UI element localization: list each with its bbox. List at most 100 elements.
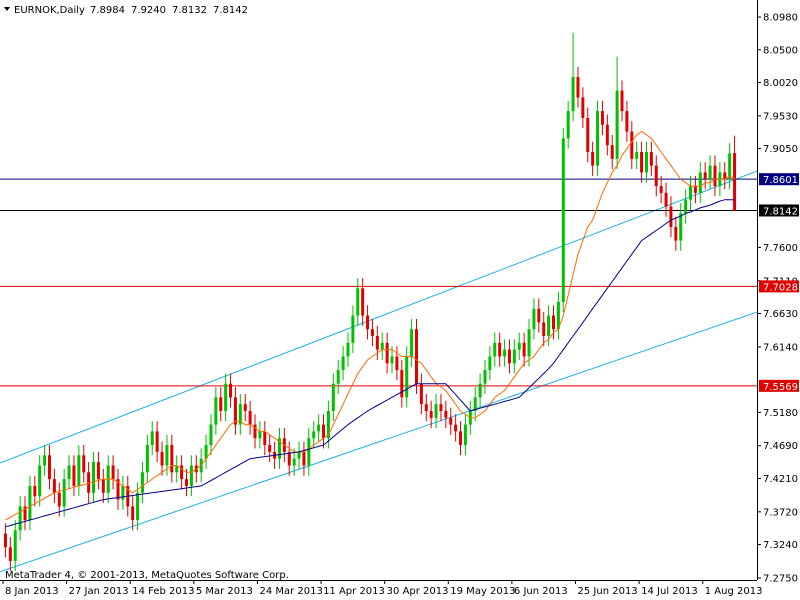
candle-body xyxy=(87,472,91,493)
candle-body xyxy=(175,465,179,473)
candle-body xyxy=(625,111,629,132)
y-tick-label: 7.2750 xyxy=(763,573,798,584)
candle-body xyxy=(312,431,316,439)
plot-area xyxy=(0,32,757,573)
candle-body xyxy=(380,342,384,350)
candle-body xyxy=(591,151,595,166)
candle-body xyxy=(463,424,467,446)
candle-body xyxy=(498,342,502,357)
menu-arrow[interactable] xyxy=(4,7,10,11)
candle-body xyxy=(116,479,120,500)
candle-body xyxy=(605,124,609,146)
candle-body xyxy=(454,424,458,432)
candle-body xyxy=(424,404,428,411)
candle-body xyxy=(620,90,624,112)
candle-body xyxy=(414,329,418,384)
candle-body xyxy=(552,315,555,330)
candle-body xyxy=(708,165,712,180)
candle-body xyxy=(248,410,252,425)
candle-body xyxy=(18,506,22,531)
price-label-box xyxy=(759,204,799,217)
x-tick-label: 8 Jan 2013 xyxy=(5,586,59,597)
candle-body xyxy=(586,117,590,152)
price-label: 7.8142 xyxy=(763,206,798,217)
candle-body xyxy=(351,315,355,343)
candle-body xyxy=(277,438,281,459)
candle-body xyxy=(429,410,433,418)
moving-average xyxy=(5,130,735,521)
x-tick-label: 14 Feb 2013 xyxy=(132,586,194,597)
candle-body xyxy=(140,472,144,493)
candle-body xyxy=(165,445,169,466)
candle-body xyxy=(101,479,105,493)
candle-body xyxy=(13,530,17,561)
price-label: 7.8601 xyxy=(763,175,798,186)
candle-body xyxy=(503,349,507,357)
candle-body xyxy=(317,424,321,432)
header-value: 7.9240 xyxy=(131,5,166,16)
candle-body xyxy=(263,431,267,446)
x-tick-label: 1 Aug 2013 xyxy=(705,586,763,597)
candle-body xyxy=(576,77,580,98)
candle-body xyxy=(527,329,531,357)
x-tick-label: 25 Jun 2013 xyxy=(578,586,638,597)
candle-body xyxy=(307,438,311,466)
header-value: 7.8984 xyxy=(90,5,125,16)
candle-body xyxy=(566,111,570,139)
candle-body xyxy=(542,322,546,337)
x-tick-label: 24 Mar 2013 xyxy=(259,586,322,597)
candle-body xyxy=(121,485,125,500)
candle-body xyxy=(561,138,565,302)
price-label-box xyxy=(759,280,799,293)
y-tick-label: 7.4690 xyxy=(763,441,798,452)
candle-body xyxy=(630,131,634,159)
candle-body xyxy=(243,404,247,411)
candle-body xyxy=(473,397,477,411)
x-tick-label: 6 Jun 2013 xyxy=(514,586,568,597)
candle-body xyxy=(370,329,374,337)
x-tick-label: 19 May 2013 xyxy=(450,586,515,597)
candle-body xyxy=(189,465,193,486)
candle-body xyxy=(229,383,233,398)
candle-body xyxy=(674,226,678,241)
candle-body xyxy=(615,90,619,159)
y-tick-label: 7.7600 xyxy=(763,243,798,254)
candle-body xyxy=(713,165,717,187)
candle-body xyxy=(419,383,423,405)
candle-body xyxy=(547,315,551,337)
candle-body xyxy=(292,458,296,466)
candle-body xyxy=(635,151,639,159)
candle-body xyxy=(654,165,658,187)
x-tick-label: 27 Jan 2013 xyxy=(69,586,129,597)
candle-body xyxy=(405,356,409,398)
candle-body xyxy=(52,479,56,493)
candle-body xyxy=(297,451,301,459)
candle-body xyxy=(185,479,188,486)
candle-body xyxy=(258,431,262,439)
candle-body xyxy=(238,404,242,425)
trendline xyxy=(0,170,757,464)
axes: 8.09808.05008.00207.95307.90507.76007.71… xyxy=(2,13,799,597)
candle-body xyxy=(38,465,42,497)
candle-body xyxy=(96,462,100,480)
candle-body xyxy=(537,308,541,323)
x-tick-label: 11 Apr 2013 xyxy=(323,586,385,597)
candle-body xyxy=(449,417,453,425)
candle-body xyxy=(522,342,526,357)
candle-body xyxy=(459,431,463,446)
candle-body xyxy=(268,445,272,452)
candle-body xyxy=(155,431,159,452)
candle-body xyxy=(150,431,154,446)
header-values: 7.8984 7.9240 7.8132 7.8142 xyxy=(90,5,248,16)
x-tick-label: 30 Apr 2013 xyxy=(387,586,449,597)
candle-body xyxy=(703,172,707,180)
footer: MetaTrader 4, © 2001-2013, MetaQuotes So… xyxy=(5,570,289,581)
candle-body xyxy=(92,462,96,493)
y-tick-label: 7.6630 xyxy=(763,309,798,320)
candle-body xyxy=(659,186,663,193)
candle-body xyxy=(131,506,135,521)
y-tick-label: 7.9050 xyxy=(763,144,798,155)
candle-body xyxy=(410,329,414,357)
candle-body xyxy=(698,172,702,193)
candle-body xyxy=(33,485,37,497)
